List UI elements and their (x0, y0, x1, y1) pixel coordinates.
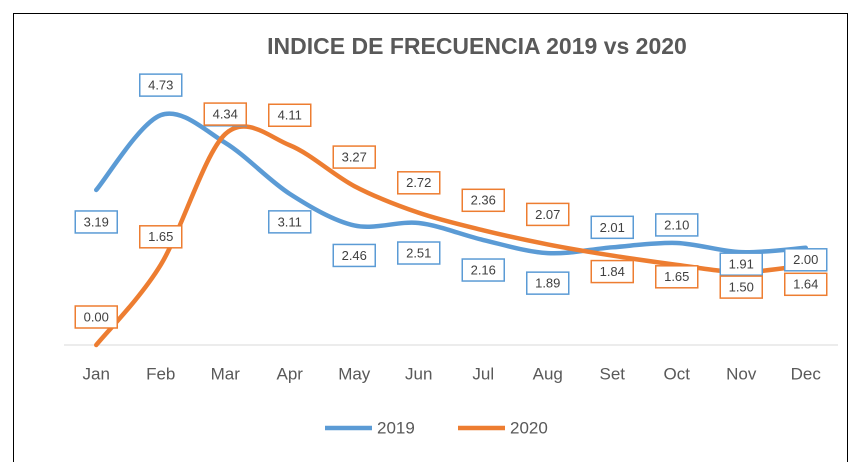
data-label: 4.11 (278, 108, 302, 123)
x-tick-label: Jul (472, 364, 494, 383)
data-label: 1.64 (793, 277, 818, 292)
data-label: 1.89 (535, 276, 560, 291)
data-label: 2.01 (600, 220, 625, 235)
data-label: 0.00 (84, 309, 109, 324)
legend-label: 2019 (377, 418, 415, 437)
data-label-box (526, 202, 570, 227)
chart-frame (13, 13, 848, 462)
chart-title: INDICE DE FRECUENCIA 2019 vs 2020 (267, 33, 687, 59)
data-label-box (655, 213, 699, 237)
data-label-box (655, 265, 699, 289)
data-label-box (784, 272, 828, 297)
data-label-box (203, 102, 247, 126)
data-label: 2.51 (406, 245, 431, 260)
data-label: 3.27 (342, 150, 367, 165)
x-tick-label: May (338, 364, 371, 383)
x-tick-label: Jun (405, 364, 432, 383)
x-tick-label: Feb (146, 364, 175, 383)
data-label-box (332, 243, 376, 268)
data-label: 3.11 (278, 214, 302, 229)
x-tick-label: Dec (791, 364, 822, 383)
x-tick-label: Set (599, 364, 625, 383)
data-label-box (784, 248, 828, 272)
data-label-box (397, 171, 441, 195)
data-label: 2.72 (406, 175, 431, 190)
data-label-box (719, 252, 763, 276)
data-label: 2.16 (471, 262, 496, 277)
data-label-box (461, 258, 505, 282)
data-label: 1.65 (148, 229, 173, 244)
data-label-box (74, 305, 118, 329)
series-line (94, 111, 808, 256)
data-label-box (268, 210, 312, 234)
x-tick-label: Oct (664, 364, 691, 383)
x-tick-label: Nov (726, 364, 757, 383)
data-label: 1.65 (664, 269, 689, 284)
series-line (94, 124, 808, 348)
data-label: 3.19 (84, 214, 109, 229)
data-label: 1.84 (600, 264, 625, 279)
x-tick-label: Jan (83, 364, 110, 383)
data-label: 1.50 (729, 280, 754, 295)
legend-label: 2020 (510, 418, 548, 437)
data-label-box (590, 259, 634, 284)
data-label-box (268, 103, 312, 128)
x-tick-label: Aug (533, 364, 563, 383)
data-label: 4.34 (213, 107, 238, 122)
data-label: 2.36 (471, 193, 496, 208)
data-label: 2.07 (535, 207, 560, 222)
x-tick-label: Apr (277, 364, 304, 383)
data-label: 4.73 (148, 78, 173, 93)
data-label-box (719, 275, 763, 299)
data-label-box (461, 188, 505, 213)
data-label: 2.00 (793, 252, 818, 267)
data-label-box (74, 210, 118, 234)
data-label-box (397, 241, 441, 265)
data-label: 2.10 (664, 217, 689, 232)
data-label-box (139, 73, 183, 97)
data-label-box (332, 145, 376, 169)
data-label: 2.46 (342, 248, 367, 263)
data-label-box (526, 271, 570, 295)
data-label-box (590, 215, 634, 240)
x-tick-label: Mar (211, 364, 241, 383)
data-label-box (139, 225, 183, 249)
data-label: 1.91 (729, 257, 754, 272)
